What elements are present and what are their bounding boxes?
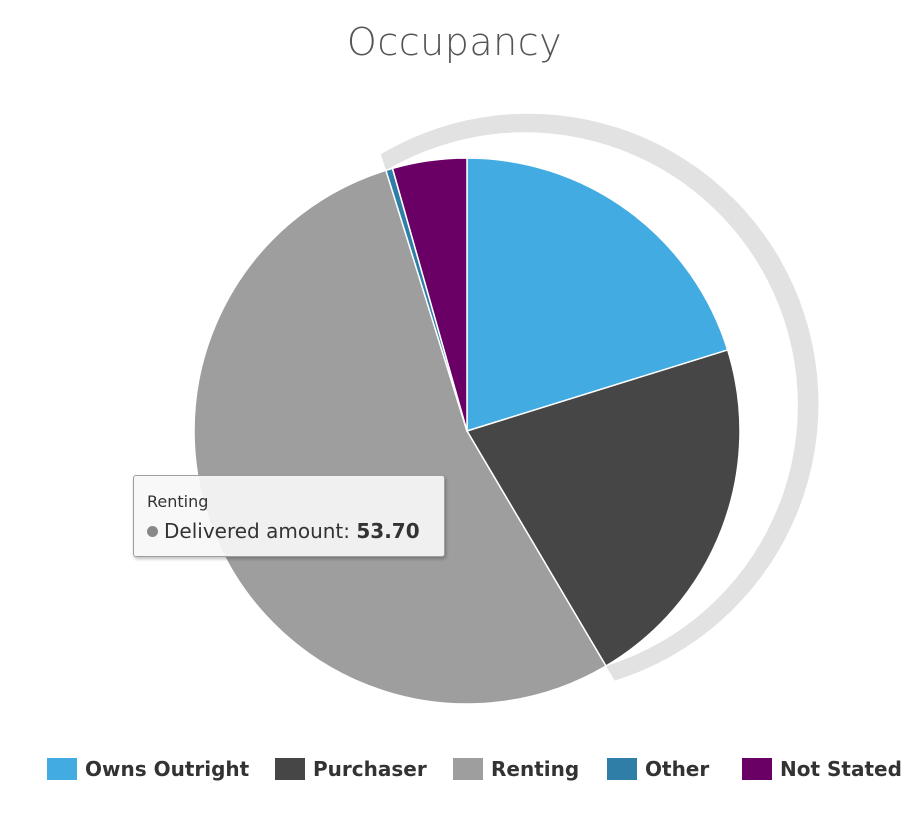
legend-swatch [607, 758, 637, 780]
tooltip-title: Renting [147, 492, 209, 511]
legend-swatch [453, 758, 483, 780]
legend-swatch [47, 758, 77, 780]
tooltip-dot-icon [147, 526, 158, 537]
legend-item-purchaser[interactable]: Purchaser [275, 756, 427, 782]
tooltip-series-label: Delivered amount: [164, 519, 357, 543]
pie-slice-owns-outright[interactable] [466, 157, 729, 432]
legend-label: Other [645, 757, 710, 781]
legend-item-owns-outright[interactable]: Owns Outright [47, 756, 249, 782]
chart-title: Occupancy [346, 20, 563, 64]
legend-label: Not Stated [780, 757, 902, 781]
legend: Owns Outright Purchaser Renting Other Not St… [0, 756, 909, 786]
legend-label: Owns Outright [85, 757, 250, 781]
legend-swatch [742, 758, 772, 780]
tooltip: Renting Delivered amount: 53.70 [133, 475, 445, 557]
pie-slice-purchaser[interactable] [466, 349, 741, 667]
legend-item-other[interactable]: Other [607, 756, 709, 782]
legend-label: Purchaser [313, 757, 427, 781]
pie-slice-not-stated[interactable] [391, 157, 468, 432]
legend-item-not-stated[interactable]: Not Stated [742, 756, 902, 782]
legend-item-renting[interactable]: Renting [453, 756, 579, 782]
tooltip-value: 53.70 [356, 519, 420, 543]
legend-swatch [275, 758, 305, 780]
tooltip-row: Delivered amount: 53.70 [147, 518, 444, 544]
legend-label: Renting [491, 757, 580, 781]
